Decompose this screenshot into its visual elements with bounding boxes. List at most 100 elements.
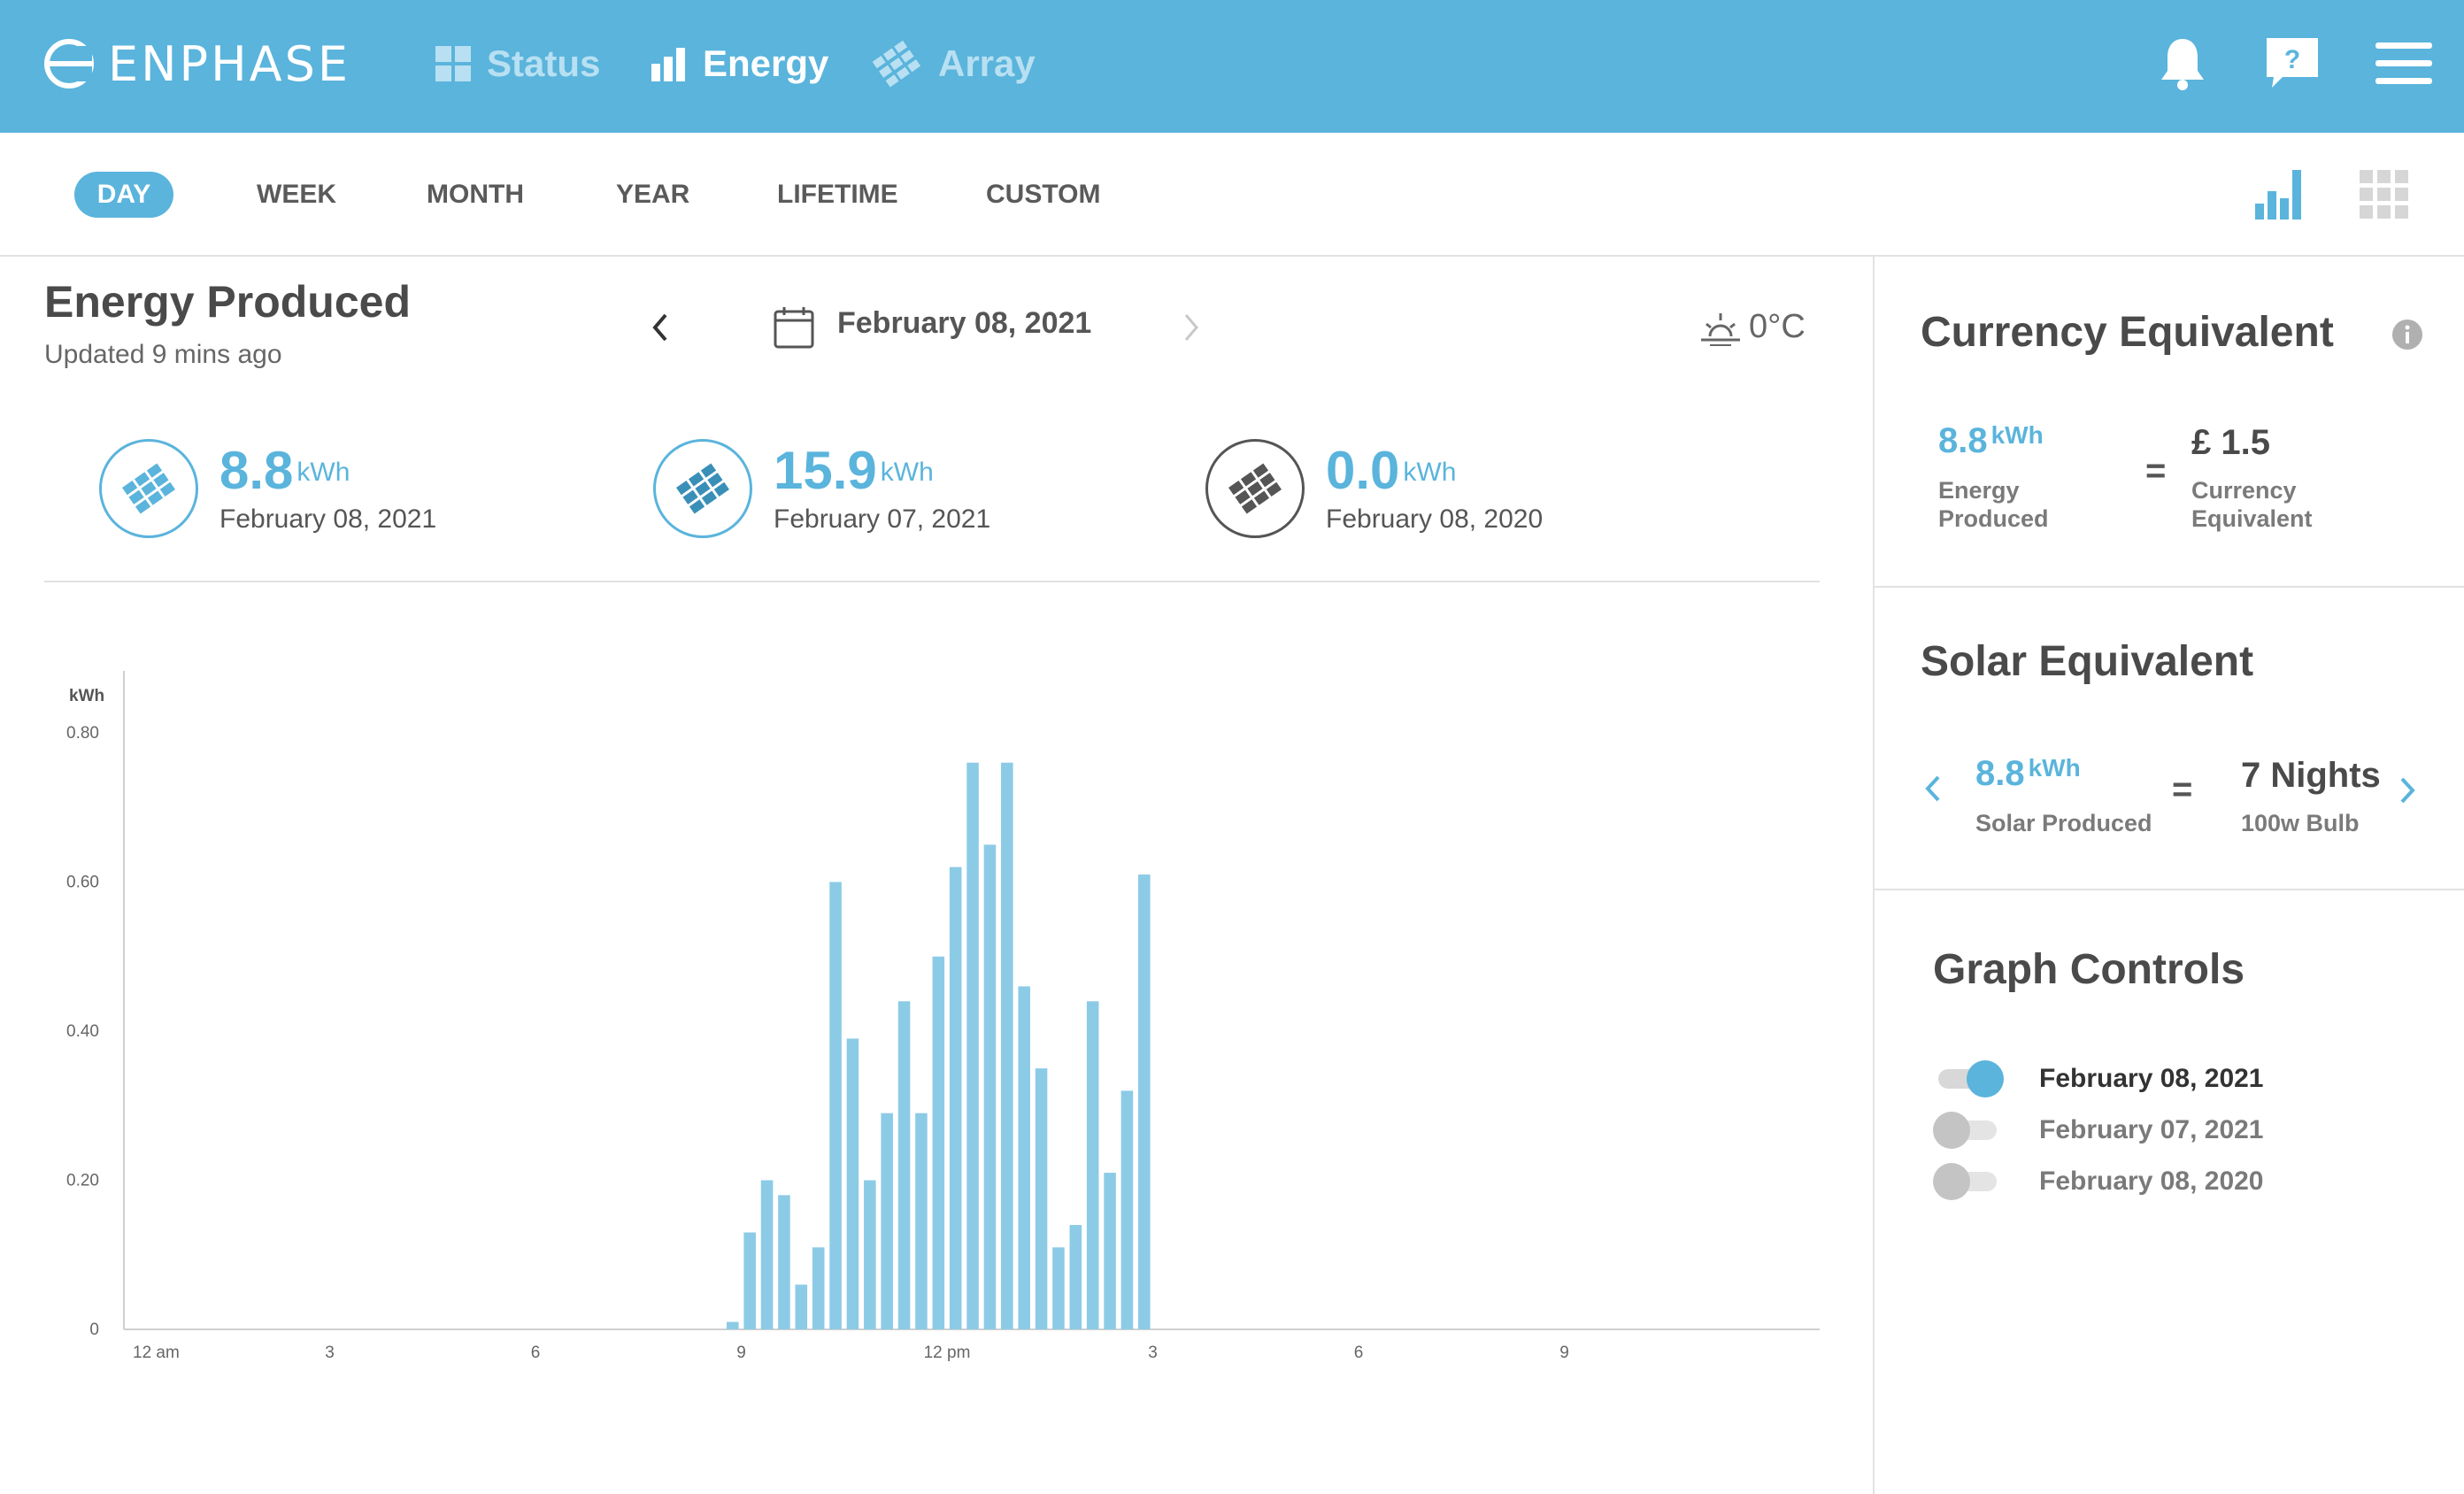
enphase-logo-icon	[44, 39, 94, 89]
y-tick-label: 0.20	[66, 1172, 99, 1190]
menu-button[interactable]	[2372, 30, 2436, 97]
chart-bar	[812, 1247, 825, 1329]
chart-bar	[966, 762, 979, 1329]
solar-value-number: 8.8	[1975, 754, 2025, 793]
summary-unit: kWh	[1403, 458, 1457, 487]
summary-unit: kWh	[296, 458, 350, 487]
solar-panel-icon	[676, 463, 729, 514]
solar-next-button[interactable]	[2395, 772, 2422, 809]
help-button[interactable]: ?	[2260, 30, 2324, 97]
chart-bar	[778, 1195, 790, 1329]
chart-bar	[727, 1321, 739, 1329]
chart-bar	[1086, 1001, 1099, 1329]
x-tick-label: 12 pm	[924, 1344, 971, 1362]
divider	[1875, 586, 2464, 588]
currency-energy-label-line1: Energy	[1938, 477, 2020, 504]
solar-array-badge	[99, 439, 198, 538]
chevron-left-icon	[1925, 775, 1940, 802]
tab-month[interactable]: MONTH	[427, 180, 524, 209]
solar-array-badge	[1205, 439, 1305, 538]
y-tick-label: 0	[89, 1321, 99, 1339]
info-button[interactable]	[2391, 319, 2423, 350]
summary-value: 8.8	[219, 441, 294, 500]
toggle-series-2[interactable]	[1933, 1110, 2004, 1149]
chart-bar	[795, 1284, 808, 1329]
summary-unit: kWh	[880, 458, 934, 487]
tab-day[interactable]: DAY	[74, 172, 173, 218]
chart-bar	[897, 1001, 911, 1329]
period-tabs-bar: DAY WEEK MONTH YEAR LIFETIME CUSTOM	[0, 133, 2464, 257]
previous-date-button[interactable]	[643, 306, 678, 349]
summary-previous-day: 15.9 kWh February 07, 2021	[653, 435, 990, 542]
series-label: February 07, 2021	[2039, 1115, 2264, 1144]
chart-bar	[1069, 1225, 1082, 1329]
currency-title: Currency Equivalent	[1921, 309, 2334, 356]
chart-bar	[983, 844, 997, 1329]
summary-date: February 08, 2021	[219, 504, 437, 534]
tab-week[interactable]: WEEK	[257, 180, 336, 209]
currency-energy-number: 8.8	[1938, 421, 1988, 460]
chart-bar	[1018, 986, 1030, 1329]
selected-date[interactable]: February 08, 2021	[837, 306, 1092, 340]
summary-date: February 08, 2020	[1326, 504, 1544, 534]
top-header: ENPHASE Status Energy Array	[0, 0, 2464, 133]
chart-bar	[760, 1180, 774, 1329]
x-tick-label: 9	[1559, 1344, 1569, 1362]
brand-name: ENPHASE	[108, 35, 351, 92]
grid-view-button[interactable]	[2356, 165, 2413, 223]
currency-energy-label: Energy Produced	[1938, 476, 2049, 533]
chevron-left-icon	[652, 313, 667, 342]
chart-bar	[932, 956, 945, 1329]
solar-prev-button[interactable]	[1919, 770, 1945, 807]
x-tick-label: 12 am	[133, 1344, 180, 1362]
menu-icon	[2375, 42, 2432, 84]
equals-sign: =	[2145, 451, 2167, 490]
currency-energy-label-line2: Produced	[1938, 505, 2049, 532]
svg-text:?: ?	[2284, 45, 2300, 74]
y-tick-label: 0.60	[66, 874, 99, 892]
summary-date: February 07, 2021	[774, 504, 991, 534]
nav-energy[interactable]: Energy	[650, 35, 828, 92]
notifications-button[interactable]	[2151, 30, 2214, 97]
toggle-series-3[interactable]	[1933, 1161, 2004, 1200]
y-axis-label: kWh	[69, 687, 104, 705]
tab-lifetime[interactable]: LIFETIME	[777, 180, 898, 209]
solar-equivalent-value: 7 Nights	[2241, 756, 2381, 795]
chart-view-button[interactable]	[2252, 165, 2308, 223]
help-icon: ?	[2267, 38, 2318, 88]
summary-value: 0.0	[1326, 441, 1400, 500]
array-panels-icon	[872, 40, 921, 88]
y-tick-label: 0.40	[66, 1022, 99, 1041]
currency-money-label-line1: Currency	[2191, 477, 2297, 504]
summary-today: 8.8 kWh February 08, 2021	[99, 435, 436, 542]
solar-equivalent-label: 100w Bulb	[2241, 810, 2360, 836]
updated-status: Updated 9 mins ago	[44, 340, 282, 369]
currency-money-label: Currency Equivalent	[2191, 476, 2313, 533]
sunrise-icon	[1699, 306, 1742, 349]
x-tick-label: 6	[531, 1344, 541, 1362]
enphase-logo[interactable]: ENPHASE	[42, 34, 350, 94]
nav-array[interactable]: Array	[871, 35, 1036, 92]
page-title: Energy Produced	[44, 277, 411, 327]
toggle-series-1[interactable]	[1933, 1059, 2004, 1097]
chart-bar	[1138, 874, 1151, 1329]
chevron-right-icon	[2400, 777, 2415, 804]
currency-money-label-line2: Equivalent	[2191, 505, 2313, 532]
nav-array-label: Array	[938, 42, 1036, 84]
chart-bar	[1052, 1247, 1065, 1329]
bell-icon	[2161, 39, 2204, 90]
chart-bar	[829, 882, 842, 1329]
next-date-button[interactable]	[1174, 306, 1209, 349]
tab-year[interactable]: YEAR	[616, 180, 690, 209]
solar-array-badge	[653, 439, 752, 538]
tab-custom[interactable]: CUSTOM	[986, 180, 1101, 209]
chart-bar	[949, 866, 962, 1329]
bar-chart-icon	[651, 48, 685, 81]
solar-title: Solar Equivalent	[1921, 638, 2254, 685]
info-icon	[2392, 320, 2422, 350]
nav-status[interactable]: Status	[434, 35, 600, 92]
date-picker-button[interactable]	[772, 304, 816, 350]
currency-energy-unit: kWh	[1990, 421, 2044, 449]
solar-produced-label: Solar Produced	[1975, 810, 2152, 836]
solar-panel-icon	[1228, 463, 1282, 514]
